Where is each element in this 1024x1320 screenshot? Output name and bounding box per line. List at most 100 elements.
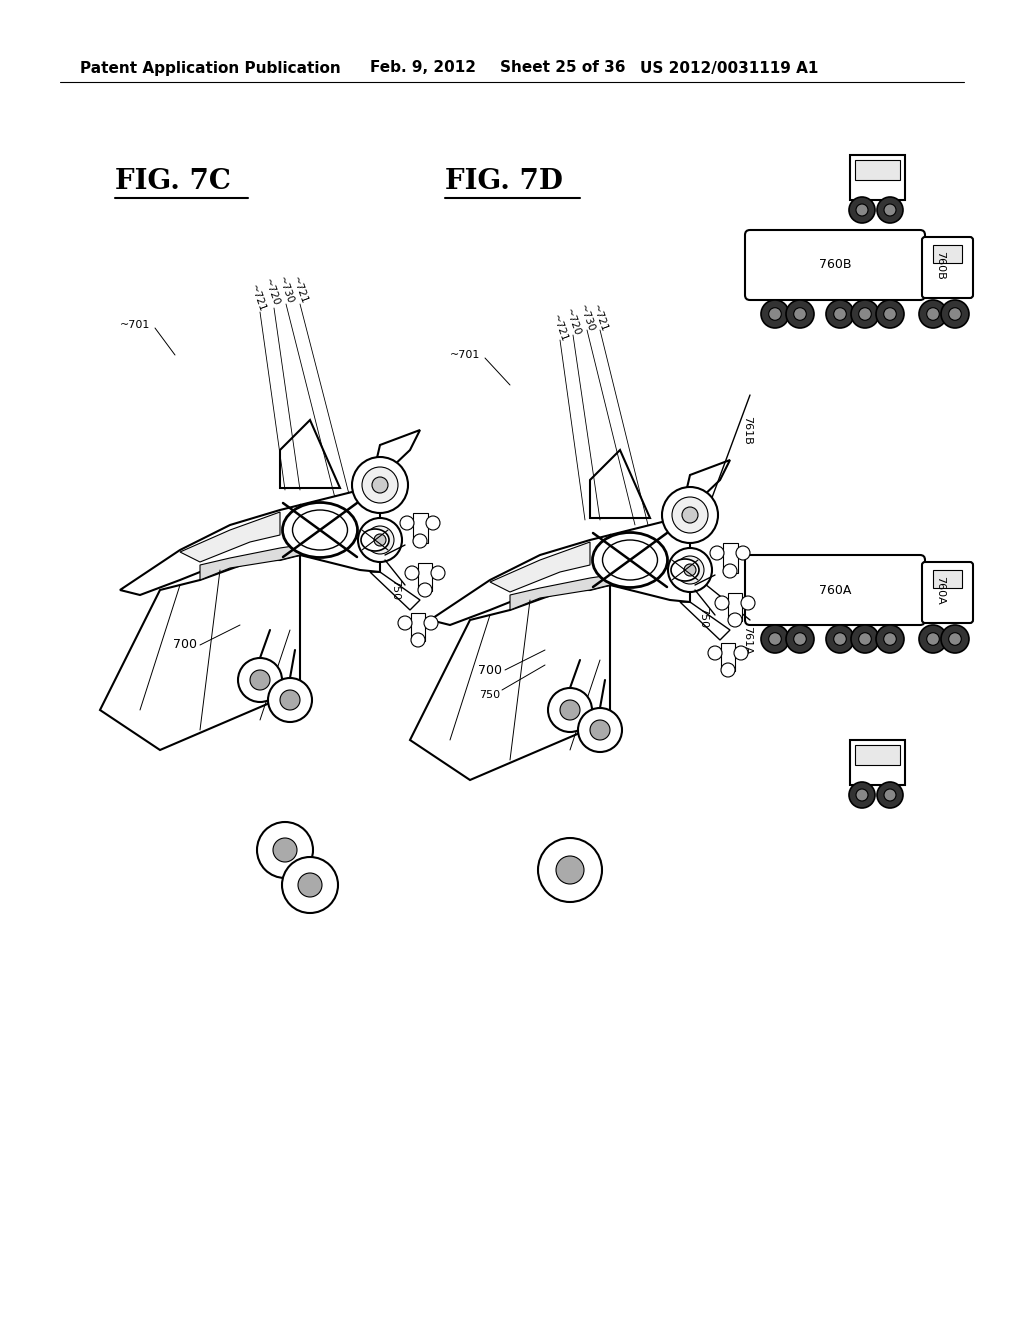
Circle shape: [876, 300, 904, 327]
Circle shape: [400, 516, 414, 531]
Circle shape: [708, 645, 722, 660]
Circle shape: [715, 597, 729, 610]
Circle shape: [849, 197, 874, 223]
Text: ~701: ~701: [120, 319, 150, 330]
Polygon shape: [370, 572, 420, 610]
Circle shape: [280, 690, 300, 710]
Circle shape: [859, 308, 871, 321]
Circle shape: [672, 498, 708, 533]
Text: FIG. 7D: FIG. 7D: [445, 168, 563, 195]
Circle shape: [268, 678, 312, 722]
Circle shape: [578, 708, 622, 752]
Bar: [933, 570, 962, 587]
Text: ~730: ~730: [577, 302, 596, 333]
Circle shape: [876, 624, 904, 653]
Polygon shape: [680, 602, 730, 640]
Circle shape: [662, 487, 718, 543]
Polygon shape: [490, 543, 590, 591]
Circle shape: [668, 548, 712, 591]
Circle shape: [398, 616, 412, 630]
Circle shape: [877, 781, 903, 808]
Text: 760B: 760B: [935, 251, 945, 280]
Circle shape: [948, 632, 962, 645]
Text: FIG. 7C: FIG. 7C: [115, 168, 230, 195]
Polygon shape: [510, 576, 610, 610]
Bar: [411, 612, 425, 642]
Circle shape: [413, 535, 427, 548]
Circle shape: [826, 300, 854, 327]
Circle shape: [941, 624, 969, 653]
Circle shape: [424, 616, 438, 630]
Circle shape: [761, 624, 790, 653]
Circle shape: [282, 857, 338, 913]
Text: 700: 700: [478, 664, 502, 676]
Ellipse shape: [283, 503, 357, 557]
Circle shape: [794, 632, 806, 645]
Circle shape: [682, 507, 698, 523]
Polygon shape: [410, 585, 610, 780]
Text: ~720: ~720: [563, 306, 583, 337]
Text: 750: 750: [479, 690, 501, 700]
Polygon shape: [200, 545, 300, 579]
Circle shape: [556, 855, 584, 884]
Circle shape: [851, 300, 879, 327]
Text: ~720: ~720: [262, 277, 282, 308]
Circle shape: [849, 781, 874, 808]
Bar: [933, 246, 962, 263]
Circle shape: [736, 546, 750, 560]
Circle shape: [273, 838, 297, 862]
Text: 760B: 760B: [819, 259, 851, 272]
Text: Patent Application Publication: Patent Application Publication: [80, 61, 341, 75]
FancyBboxPatch shape: [745, 554, 925, 624]
Text: ~730: ~730: [276, 275, 295, 305]
Circle shape: [298, 873, 322, 898]
Circle shape: [406, 566, 419, 579]
Text: ~721: ~721: [248, 282, 267, 313]
FancyBboxPatch shape: [922, 238, 973, 298]
Polygon shape: [430, 535, 610, 624]
Circle shape: [884, 632, 896, 645]
Circle shape: [919, 624, 947, 653]
Text: 700: 700: [173, 639, 197, 652]
Circle shape: [794, 308, 806, 321]
Circle shape: [856, 205, 868, 216]
Circle shape: [941, 300, 969, 327]
Text: Feb. 9, 2012: Feb. 9, 2012: [370, 61, 476, 75]
Circle shape: [769, 308, 781, 321]
Circle shape: [927, 308, 939, 321]
Circle shape: [431, 566, 445, 579]
Circle shape: [826, 624, 854, 653]
Circle shape: [834, 632, 846, 645]
Circle shape: [761, 300, 790, 327]
Polygon shape: [300, 488, 380, 572]
Circle shape: [919, 300, 947, 327]
Polygon shape: [590, 450, 650, 517]
Bar: [418, 564, 432, 591]
Text: 760A: 760A: [935, 576, 945, 605]
Text: ~721: ~721: [290, 275, 309, 305]
Circle shape: [538, 838, 602, 902]
Circle shape: [948, 308, 962, 321]
Circle shape: [741, 597, 755, 610]
Circle shape: [884, 789, 896, 801]
Circle shape: [426, 516, 440, 531]
Circle shape: [786, 624, 814, 653]
Circle shape: [548, 688, 592, 733]
Polygon shape: [680, 459, 730, 517]
Circle shape: [728, 612, 742, 627]
Circle shape: [372, 477, 388, 492]
Text: 760A: 760A: [819, 583, 851, 597]
Circle shape: [590, 719, 610, 741]
Bar: [850, 741, 905, 785]
Circle shape: [358, 517, 402, 562]
Circle shape: [734, 645, 748, 660]
Circle shape: [411, 634, 425, 647]
Polygon shape: [610, 517, 690, 602]
Text: US 2012/0031119 A1: US 2012/0031119 A1: [640, 61, 818, 75]
Bar: [723, 543, 738, 573]
Circle shape: [769, 632, 781, 645]
FancyBboxPatch shape: [745, 230, 925, 300]
Ellipse shape: [671, 558, 699, 581]
Circle shape: [676, 556, 705, 583]
Text: 761A: 761A: [742, 626, 752, 655]
